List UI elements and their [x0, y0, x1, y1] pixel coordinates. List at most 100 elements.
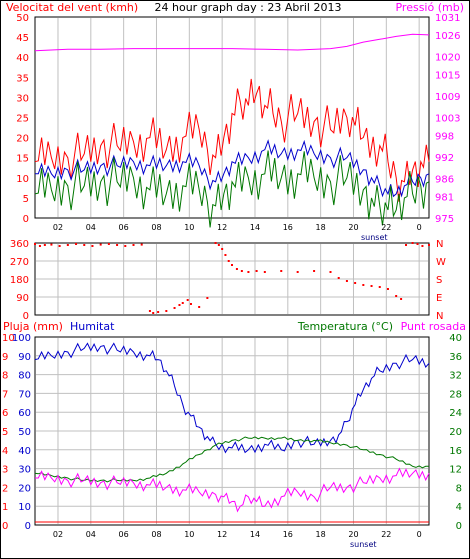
temperature-series-line [34, 436, 429, 483]
direction-compass-tick: N [436, 311, 443, 322]
x-tick-label: 14 [250, 530, 260, 539]
direction-point [345, 280, 348, 282]
rain-tick: 9 [2, 352, 8, 363]
pressure-tick: 1026 [435, 31, 460, 42]
sunset-label-top: sunset [361, 233, 388, 242]
direction-point [38, 245, 41, 247]
wind-speed-tick: 45 [16, 33, 29, 44]
direction-point [416, 243, 419, 245]
direction-point [217, 244, 220, 246]
chart-title: 24 hour graph day : 23 Abril 2013 [155, 1, 342, 14]
average-series-line [35, 139, 430, 198]
temperature-tick: 16 [449, 446, 462, 457]
direction-point [140, 243, 143, 246]
x-tick-label: 0 [417, 223, 422, 232]
temperature-tick: 24 [449, 408, 462, 419]
lull-series-line [34, 150, 430, 228]
wind-speed-tick: 15 [16, 154, 29, 165]
direction-point [386, 288, 389, 290]
direction-point [221, 248, 224, 250]
direction-point [224, 254, 227, 256]
wind-speed-tick: 0 [23, 214, 29, 225]
direction-point [83, 244, 86, 246]
direction-compass-tick: N [436, 239, 443, 250]
x-tick-label: 16 [283, 223, 293, 232]
direction-degree-tick: 270 [10, 257, 29, 268]
direction-point [214, 242, 217, 244]
humidity-tick: 90 [18, 352, 31, 363]
direction-point [99, 243, 102, 246]
x-tick-label: 22 [381, 530, 391, 539]
temperature-tick: 36 [449, 352, 462, 363]
x-tick-label: 12 [217, 223, 227, 232]
temperature-tick: 40 [449, 333, 462, 344]
direction-point [337, 277, 340, 279]
humidity-tick: 0 [25, 521, 31, 532]
temperature-tick: 20 [449, 427, 462, 438]
direction-point [132, 244, 135, 246]
humidity-series-line [34, 342, 430, 454]
sunset-label-bottom: sunset [350, 540, 377, 549]
x-tick-label: 02 [53, 530, 63, 539]
direction-point [395, 295, 398, 297]
x-tick-label: 12 [217, 530, 227, 539]
humidity-axis-label: Humitat [70, 320, 115, 333]
direction-compass-tick: S [436, 275, 442, 286]
direction-point [165, 310, 168, 312]
direction-point [405, 244, 408, 246]
rain-tick: 6 [2, 408, 8, 419]
wind-panel-grid [57, 18, 420, 217]
temperature-tick: 0 [456, 521, 462, 532]
direction-point [58, 245, 61, 247]
direction-point [91, 245, 94, 247]
direction-point [428, 244, 430, 246]
temperature-tick: 8 [456, 483, 462, 494]
direction-point [116, 244, 119, 246]
pressure-series-line [34, 33, 430, 52]
direction-point [66, 244, 69, 246]
direction-degree-ticks: 0 90 180 270 360 [10, 239, 29, 322]
rain-tick: 1 [2, 502, 8, 513]
direction-point [75, 243, 78, 245]
pressure-tick: 1020 [435, 52, 460, 63]
rain-tick: 3 [2, 465, 8, 476]
direction-point [378, 286, 381, 288]
wind-speed-tick: 50 [16, 13, 29, 24]
wind-speed-tick: 20 [16, 134, 29, 145]
x-tick-label: 04 [86, 223, 96, 232]
direction-point [157, 311, 160, 313]
direction-point [370, 285, 373, 287]
wind-speed-tick: 10 [16, 174, 29, 185]
direction-point [186, 299, 189, 301]
temp-panel-grid [36, 338, 428, 524]
direction-degree-tick: 360 [10, 239, 29, 250]
direction-point [400, 298, 403, 300]
direction-point [178, 304, 181, 306]
humidity-tick: 60 [18, 408, 31, 419]
dewpoint-axis-label: Punt rosada [401, 320, 466, 333]
direction-point [148, 310, 151, 312]
pressure-tick: 1003 [435, 114, 460, 125]
x-tick-label: 06 [119, 223, 129, 232]
wind-speed-tick: 25 [16, 114, 29, 125]
wind-speed-tick: 5 [23, 194, 29, 205]
x-tick-label: 02 [53, 223, 63, 232]
x-tick-label: 14 [250, 223, 260, 232]
humidity-tick: 100 [12, 333, 31, 344]
dewpoint-series-line [35, 467, 430, 513]
x-tick-label: 06 [119, 530, 129, 539]
x-tick-label: 20 [348, 530, 358, 539]
direction-point [362, 284, 365, 286]
direction-compass-tick: W [436, 257, 446, 268]
pressure-tick: 975 [435, 214, 454, 225]
direction-point [107, 243, 110, 245]
temp-humidity-series [34, 342, 430, 523]
direction-point [411, 242, 414, 244]
humidity-tick: 40 [18, 446, 31, 457]
x-tick-label: 08 [151, 223, 161, 232]
direction-point [313, 270, 316, 272]
